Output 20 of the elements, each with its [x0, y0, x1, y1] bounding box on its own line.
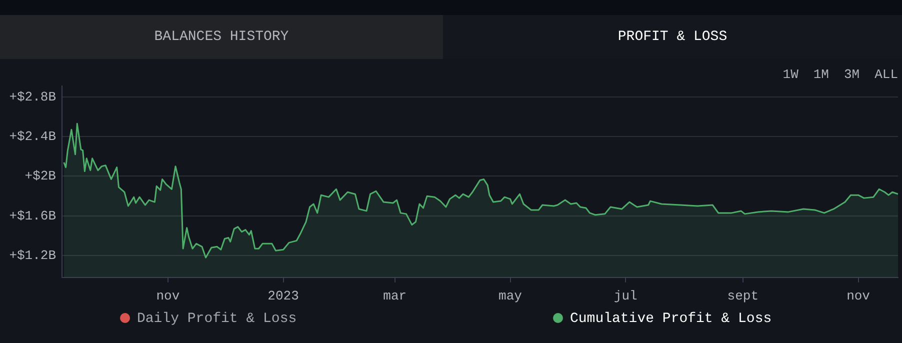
x-tick-label: nov [846, 288, 870, 304]
legend-label: Daily Profit & Loss [136, 311, 297, 327]
x-tick-label: jul [614, 288, 638, 304]
x-tick-label: sept [727, 288, 759, 304]
x-tick-label: mar [383, 288, 407, 304]
text: 3M [844, 67, 860, 82]
y-tick-label: +$1.6B [9, 208, 56, 224]
text: BALANCES HISTORY [0, 15, 443, 59]
x-tick-label: 2023 [268, 288, 299, 304]
x-tick-label: nov [156, 288, 180, 304]
text: ALL [874, 67, 898, 82]
y-tick-label: +$2.4B [9, 129, 56, 144]
y-tick-label: +$1.2B [9, 248, 56, 264]
text: PROFIT & LOSS [443, 15, 902, 59]
text: 1W [782, 67, 798, 82]
x-tick-label: may [498, 288, 522, 304]
legend-label: Cumulative Profit & Loss [569, 311, 772, 327]
text: 1M [813, 67, 829, 82]
y-tick-label: +$2.8B [9, 89, 56, 104]
y-tick-label: +$2B [24, 168, 56, 184]
